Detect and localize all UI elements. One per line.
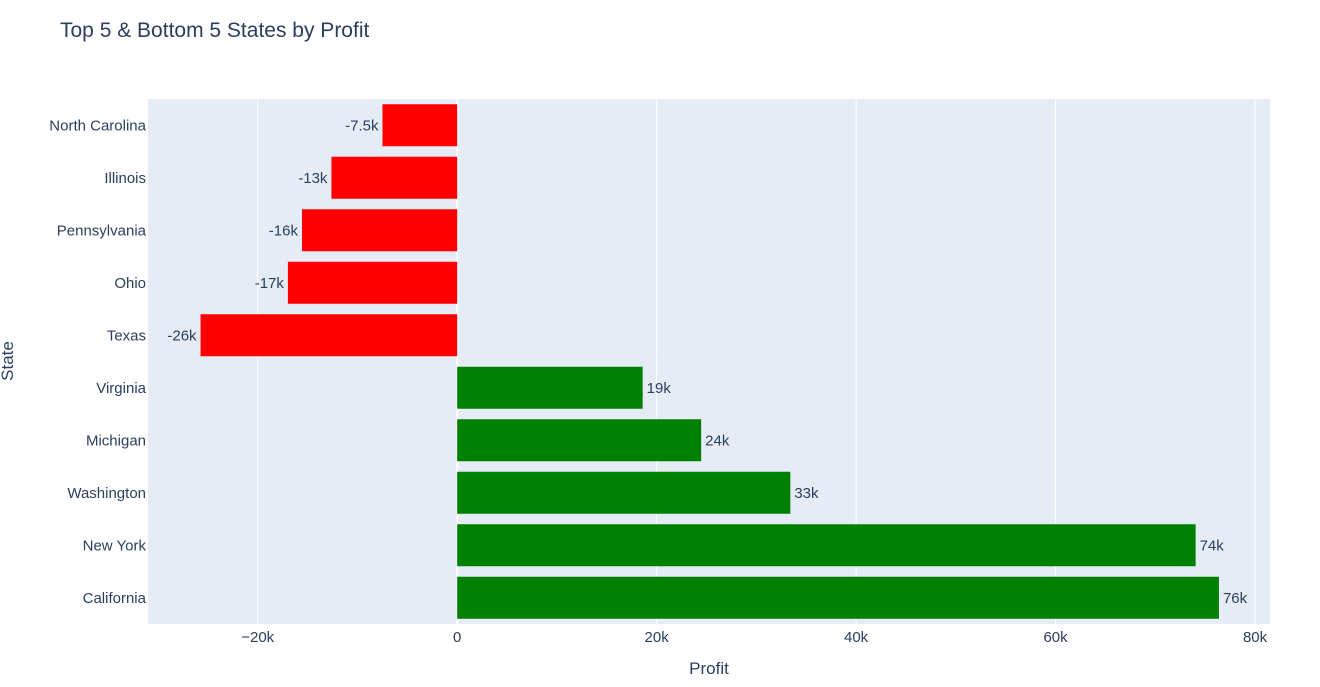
y-tick-label: Washington (67, 485, 146, 502)
y-tick-label: Michigan (86, 432, 146, 449)
bar-texas (200, 314, 458, 357)
bar-washington (457, 471, 791, 514)
data-label: -13k (298, 170, 328, 187)
y-tick-label: Pennsylvania (57, 222, 147, 239)
x-tick-label: 0 (453, 629, 461, 646)
bar-california (457, 576, 1219, 619)
bar-pennsylvania (301, 209, 458, 252)
x-axis-title: Profit (689, 659, 729, 678)
x-tick-label: 40k (844, 629, 869, 646)
chart-title: Top 5 & Bottom 5 States by Profit (60, 19, 369, 42)
data-label: -7.5k (345, 117, 379, 134)
x-axis-tick-labels: −20k 0 20k 40k 60k 80k (241, 629, 1267, 646)
y-tick-label: Texas (107, 327, 146, 344)
data-label: -26k (167, 327, 197, 344)
data-label: 19k (647, 380, 672, 397)
y-axis-tick-labels: North Carolina Illinois Pennsylvania Ohio Te… (49, 117, 146, 607)
bar-north-carolina (382, 104, 458, 147)
y-tick-label: Ohio (114, 275, 146, 292)
data-label: 24k (705, 432, 730, 449)
data-label: 33k (794, 485, 819, 502)
x-tick-label: 20k (645, 629, 670, 646)
x-tick-label: −20k (241, 629, 274, 646)
data-label: -17k (255, 275, 285, 292)
x-tick-label: 60k (1043, 629, 1068, 646)
bar-virginia (457, 366, 643, 409)
data-label: -16k (269, 222, 299, 239)
y-tick-label: California (83, 590, 147, 607)
bars (200, 104, 1219, 619)
x-tick-label: 80k (1243, 629, 1268, 646)
y-tick-label: Virginia (96, 380, 146, 397)
bar-new-york (457, 524, 1196, 567)
data-labels: -7.5k -13k -16k -17k -26k 19k 24k 33k 74k 76k (167, 117, 1247, 607)
y-tick-label: North Carolina (49, 117, 146, 134)
data-label: 76k (1223, 590, 1248, 607)
bar-michigan (457, 419, 702, 462)
bar-illinois (331, 156, 458, 199)
y-axis-title: State (0, 341, 17, 381)
data-label: 74k (1200, 537, 1225, 554)
y-tick-label: New York (83, 537, 147, 554)
y-tick-label: Illinois (104, 170, 146, 187)
bar-ohio (287, 261, 458, 304)
